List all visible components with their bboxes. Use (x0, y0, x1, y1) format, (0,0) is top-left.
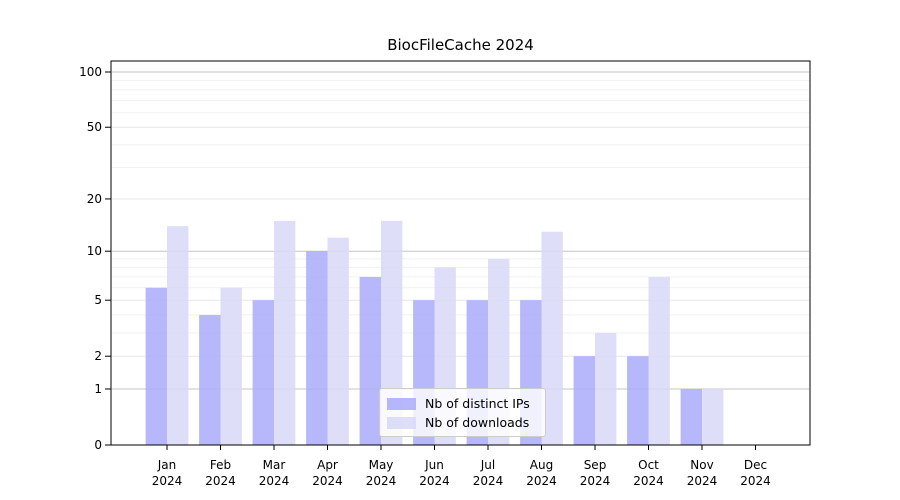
chart-title: BiocFileCache 2024 (387, 36, 534, 54)
bar-nb-of-distinct-ips-nov (680, 388, 702, 445)
legend-label-distinct-ips: Nb of distinct IPs (425, 396, 530, 411)
legend-item-downloads: Nb of downloads (387, 414, 537, 431)
plot-frame (110, 60, 811, 446)
x-tick-label-apr: Apr 2024 (312, 458, 343, 488)
legend: Nb of distinct IPs Nb of downloads (379, 388, 546, 437)
x-tick-label-may: May 2024 (366, 458, 397, 488)
bar-nb-of-distinct-ips-mar (252, 300, 274, 445)
y-tick-label-0: 0 (94, 438, 102, 452)
bar-nb-of-distinct-ips-sep (573, 356, 595, 445)
y-tick-label-50: 50 (87, 120, 102, 134)
bar-nb-of-distinct-ips-apr (306, 251, 328, 445)
bar-nb-of-distinct-ips-oct (627, 356, 649, 445)
bar-nb-of-distinct-ips-may (359, 276, 381, 445)
bar-nb-of-downloads-apr (327, 237, 349, 445)
bar-nb-of-downloads-feb (220, 287, 242, 445)
bar-nb-of-distinct-ips-feb (199, 314, 221, 445)
x-tick-label-sep: Sep 2024 (580, 458, 611, 488)
x-tick-label-jun: Jun 2024 (419, 458, 450, 488)
bar-nb-of-downloads-oct (648, 276, 670, 445)
x-tick-label-jul: Jul 2024 (473, 458, 504, 488)
x-tick-label-oct: Oct 2024 (633, 458, 664, 488)
y-tick-label-20: 20 (87, 192, 102, 206)
x-tick-label-nov: Nov 2024 (687, 458, 718, 488)
legend-swatch-downloads (387, 416, 416, 429)
y-tick-label-5: 5 (94, 293, 102, 307)
x-tick-label-feb: Feb 2024 (205, 458, 236, 488)
x-tick-label-aug: Aug 2024 (526, 458, 557, 488)
bar-nb-of-downloads-jan (167, 226, 189, 445)
y-tick-label-100: 100 (79, 65, 102, 79)
bar-nb-of-distinct-ips-jan (145, 287, 167, 445)
y-tick-label-1: 1 (94, 382, 102, 396)
bar-nb-of-downloads-sep (595, 332, 617, 445)
x-tick-label-jan: Jan 2024 (152, 458, 183, 488)
bar-nb-of-downloads-nov (702, 388, 724, 445)
bar-nb-of-downloads-aug (541, 231, 563, 445)
legend-item-distinct-ips: Nb of distinct IPs (387, 395, 537, 412)
x-tick-label-dec: Dec 2024 (740, 458, 771, 488)
y-tick-label-2: 2 (94, 349, 102, 363)
x-tick-label-mar: Mar 2024 (259, 458, 290, 488)
legend-label-downloads: Nb of downloads (425, 415, 530, 430)
y-tick-label-10: 10 (87, 244, 102, 258)
bar-nb-of-downloads-mar (274, 220, 296, 445)
legend-swatch-distinct-ips (387, 397, 416, 410)
